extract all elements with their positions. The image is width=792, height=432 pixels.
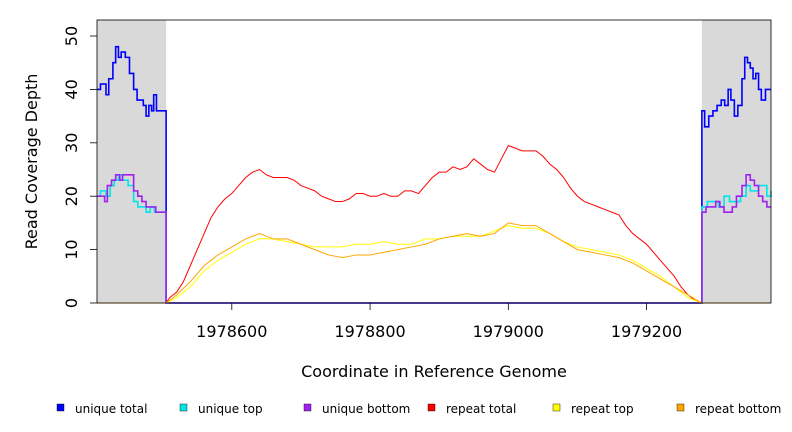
x-tick-label: 1978600 bbox=[196, 322, 267, 341]
legend-swatch bbox=[552, 403, 561, 412]
legend-swatch bbox=[303, 403, 312, 412]
legend-label: repeat total bbox=[446, 402, 516, 416]
series-line-repeat-top bbox=[165, 225, 703, 304]
legend-label: unique total bbox=[75, 402, 147, 416]
y-tick-label: 0 bbox=[62, 298, 81, 308]
legend-item-repeat-top: repeat top bbox=[552, 402, 634, 416]
x-tick-label: 1979200 bbox=[611, 322, 682, 341]
legend-swatch bbox=[56, 403, 65, 412]
legend-swatch bbox=[676, 403, 685, 412]
legend-item-unique-bottom: unique bottom bbox=[303, 402, 410, 416]
series-line-repeat-bottom bbox=[97, 222, 771, 304]
shaded-region-1 bbox=[97, 20, 167, 303]
series-line-unique-bottom bbox=[97, 174, 771, 304]
legend-label: unique top bbox=[198, 402, 263, 416]
y-tick-label: 50 bbox=[62, 26, 81, 46]
legend-item-repeat-bottom: repeat bottom bbox=[676, 402, 781, 416]
legend-label: repeat top bbox=[571, 402, 634, 416]
legend-item-unique-top: unique top bbox=[179, 402, 263, 416]
y-tick-label: 40 bbox=[62, 79, 81, 99]
y-tick-label: 30 bbox=[62, 133, 81, 153]
legend-swatch bbox=[179, 403, 188, 412]
series-lines bbox=[97, 45, 772, 304]
y-tick-label: 20 bbox=[62, 186, 81, 206]
x-axis-title: Coordinate in Reference Genome bbox=[301, 362, 567, 381]
series-line-repeat-total bbox=[165, 144, 703, 304]
x-tick-label: 1978800 bbox=[334, 322, 405, 341]
y-tick-label: 10 bbox=[62, 239, 81, 259]
legend-item-unique-total: unique total bbox=[56, 402, 147, 416]
legend-item-repeat-total: repeat total bbox=[427, 402, 516, 416]
x-axis: 1978600 1978800 1979000 1979200 bbox=[196, 303, 682, 341]
y-axis: 0 10 20 30 40 50 bbox=[62, 26, 97, 308]
y-axis-title: Read Coverage Depth bbox=[22, 74, 41, 250]
shaded-regions bbox=[97, 20, 771, 303]
legend-label: unique bottom bbox=[322, 402, 410, 416]
legend: unique total unique top unique bottom repea… bbox=[56, 402, 781, 416]
shaded-region-2 bbox=[701, 20, 771, 303]
legend-label: repeat bottom bbox=[695, 402, 781, 416]
legend-swatch bbox=[427, 403, 436, 412]
x-tick-label: 1979000 bbox=[473, 322, 544, 341]
plot-frame bbox=[96, 19, 772, 304]
